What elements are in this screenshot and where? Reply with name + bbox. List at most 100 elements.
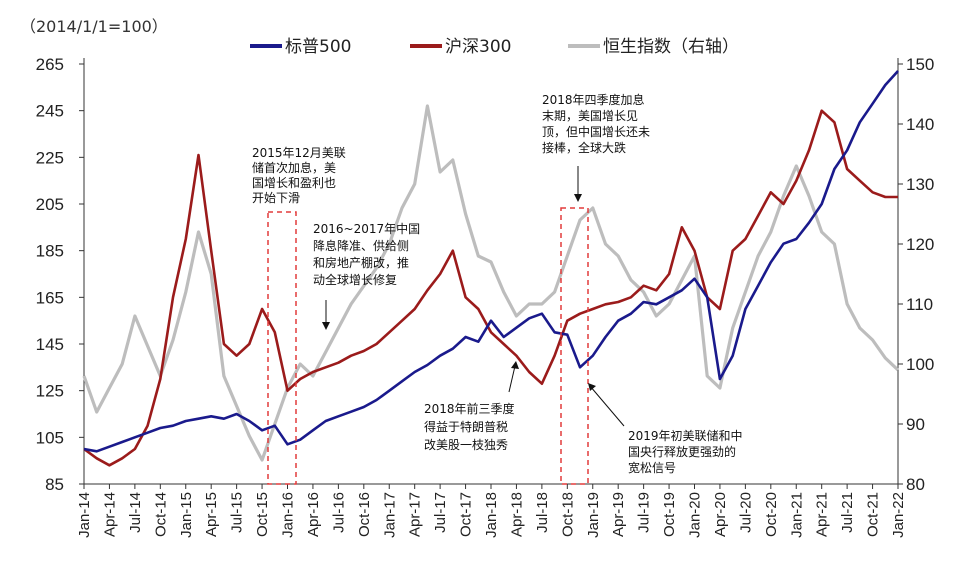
annotation-arrowhead xyxy=(511,361,519,369)
annotation-2019-easing: 2019年初美联储和中国央行释放更强劲的宽松信号 xyxy=(588,383,743,475)
x-tick-label: Jan-17 xyxy=(381,492,398,538)
legend-label-hsi: 恒生指数（右轴） xyxy=(603,37,739,57)
x-tick-label: Oct-17 xyxy=(458,492,475,537)
x-tick-label: Jul-21 xyxy=(839,492,856,533)
annotation-2015-fed-hike: 2015年12月美联储首次加息，美国增长和盈利也开始下滑 xyxy=(252,146,346,205)
x-tick-label: Apr-17 xyxy=(407,492,424,537)
x-tick-label: Jan-19 xyxy=(585,492,602,538)
y-right-tick-label: 120 xyxy=(906,235,934,254)
annotation-2018-us-tax: 2018年前三季度得益于特朗普税改美股一枝独秀 xyxy=(424,361,519,452)
annotation-line: 得益于特朗普税 xyxy=(424,419,508,434)
y-right-tick-label: 110 xyxy=(906,295,933,314)
x-tick-label: Jul-17 xyxy=(432,492,449,533)
highlight-box-2018-2019 xyxy=(560,207,589,485)
annotation-line: 降息降准、供给侧 xyxy=(313,238,409,253)
svg-text:2019年初美联储和中国央行释放更强劲的宽松信号: 2019年初美联储和中国央行释放更强劲的宽松信号 xyxy=(628,428,743,475)
x-tick-label: Oct-16 xyxy=(356,492,373,537)
annotation-2016-2017-china: 2016~2017年中国降息降准、供给侧和房地产棚改，推动全球增长修复 xyxy=(313,221,420,330)
annotation-line: 国央行释放更强劲的 xyxy=(628,444,736,459)
annotation-line: 2015年12月美联 xyxy=(252,146,346,160)
annotation-arrowhead xyxy=(322,322,330,330)
y-right-tick-label: 130 xyxy=(906,175,934,194)
annotation-arrow xyxy=(589,385,625,427)
y-left-tick-label: 85 xyxy=(45,475,64,494)
y-left-tick-label: 185 xyxy=(36,242,64,261)
y-left-tick-label: 265 xyxy=(36,55,64,74)
x-tick-label: Jul-19 xyxy=(636,492,653,533)
x-tick-label: Apr-20 xyxy=(712,492,729,537)
x-tick-label: Oct-20 xyxy=(763,492,780,537)
annotation-line: 顶，但中国增长还未 xyxy=(542,124,650,139)
annotation-line: 接棒，全球大跌 xyxy=(542,140,626,155)
x-tick-label: Jan-15 xyxy=(178,492,195,538)
y-right-tick-label: 80 xyxy=(906,475,925,494)
annotation-arrow xyxy=(508,365,516,393)
y-left-ticks: 265 245 225 205 185 165 145 125 105 85 xyxy=(36,55,84,494)
annotation-line: 2018年前三季度 xyxy=(424,401,515,416)
legend-label-csi300: 沪深300 xyxy=(445,37,511,57)
x-tick-label: Apr-19 xyxy=(610,492,627,537)
x-tick-label: Jan-18 xyxy=(483,492,500,538)
series-line-csi300 xyxy=(83,109,898,467)
x-tick-label: Apr-14 xyxy=(101,492,118,537)
series-line-hsi xyxy=(82,104,900,462)
y-left-tick-label: 165 xyxy=(36,288,64,307)
x-tick-label: Jan-21 xyxy=(788,492,805,538)
series-group xyxy=(82,70,900,467)
highlight-box-2015-2016 xyxy=(267,211,297,485)
y-left-tick-label: 205 xyxy=(36,195,64,214)
annotation-2018q4-selloff: 2018年四季度加息末期，美国增长见顶，但中国增长还未接棒，全球大跌 xyxy=(542,92,650,202)
y-left-tick-label: 225 xyxy=(36,148,64,167)
legend: 标普500 沪深300 恒生指数（右轴） xyxy=(250,37,739,57)
x-tick-label: Jan-16 xyxy=(280,492,297,538)
annotation-line: 宽松信号 xyxy=(628,460,676,475)
svg-text:2015年12月美联储首次加息，美国增长和盈利也开始下滑: 2015年12月美联储首次加息，美国增长和盈利也开始下滑 xyxy=(252,146,346,205)
annotation-line: 2019年初美联储和中 xyxy=(628,428,743,443)
y-unit-label: （2014/1/1=100） xyxy=(20,17,168,36)
x-tick-label: Jul-15 xyxy=(229,492,246,533)
y-right-tick-label: 150 xyxy=(906,55,934,74)
x-tick-label: Jan-14 xyxy=(76,492,93,538)
annotation-line: 开始下滑 xyxy=(252,191,300,205)
y-right-tick-label: 90 xyxy=(906,415,925,434)
y-left-tick-label: 145 xyxy=(36,335,64,354)
annotation-line: 2016~2017年中国 xyxy=(313,221,420,236)
annotation-arrowhead xyxy=(574,194,582,202)
y-left-tick-label: 105 xyxy=(36,428,64,447)
y-right-tick-label: 140 xyxy=(906,115,934,134)
annotation-line: 动全球增长修复 xyxy=(313,272,397,287)
x-tick-label: Jul-14 xyxy=(127,492,144,533)
annotation-line: 国增长和盈利也 xyxy=(252,176,336,190)
x-tick-label: Apr-15 xyxy=(203,492,220,537)
svg-text:2016~2017年中国降息降准、供给侧和房地产棚改，推动全: 2016~2017年中国降息降准、供给侧和房地产棚改，推动全球增长修复 xyxy=(313,221,420,287)
svg-text:2018年前三季度得益于特朗普税改美股一枝独秀: 2018年前三季度得益于特朗普税改美股一枝独秀 xyxy=(424,401,515,452)
legend-label-sp500: 标普500 xyxy=(285,37,351,57)
series-line-sp500 xyxy=(83,70,899,453)
annotation-line: 末期，美国增长见 xyxy=(542,109,638,123)
x-tick-label: Apr-21 xyxy=(814,492,831,537)
annotation-line: 2018年四季度加息 xyxy=(542,92,645,107)
y-left-tick-label: 245 xyxy=(36,102,64,121)
x-tick-label: Jul-18 xyxy=(534,492,551,533)
x-tick-label: Oct-15 xyxy=(254,492,271,537)
x-ticks: Jan-14 Apr-14 Jul-14 Oct-14 Jan-15 Apr-15 Jul-… xyxy=(76,484,907,538)
annotation-line: 和房地产棚改，推 xyxy=(313,255,409,270)
annotation-line: 储首次加息，美 xyxy=(252,160,336,175)
x-tick-label: Apr-18 xyxy=(508,492,525,537)
x-tick-label: Jan-20 xyxy=(687,492,704,538)
y-right-ticks: 150 140 130 120 110 100 90 80 xyxy=(898,55,934,494)
svg-text:2018年四季度加息末期，美国增长见顶，但中国增长还未接棒，: 2018年四季度加息末期，美国增长见顶，但中国增长还未接棒，全球大跌 xyxy=(542,92,650,155)
x-tick-label: Oct-19 xyxy=(661,492,678,537)
x-tick-label: Jul-16 xyxy=(330,492,347,533)
annotation-line: 改美股一枝独秀 xyxy=(424,437,508,452)
x-tick-label: Jul-20 xyxy=(737,492,754,533)
y-right-tick-label: 100 xyxy=(906,355,934,374)
x-tick-label: Oct-18 xyxy=(559,492,576,537)
x-tick-label: Oct-14 xyxy=(152,492,169,537)
x-tick-label: Oct-21 xyxy=(865,492,882,537)
y-left-tick-label: 125 xyxy=(36,382,64,401)
x-tick-label: Apr-16 xyxy=(305,492,322,537)
x-tick-label: Jan-22 xyxy=(890,492,907,538)
annotation-arrowhead xyxy=(588,383,596,391)
